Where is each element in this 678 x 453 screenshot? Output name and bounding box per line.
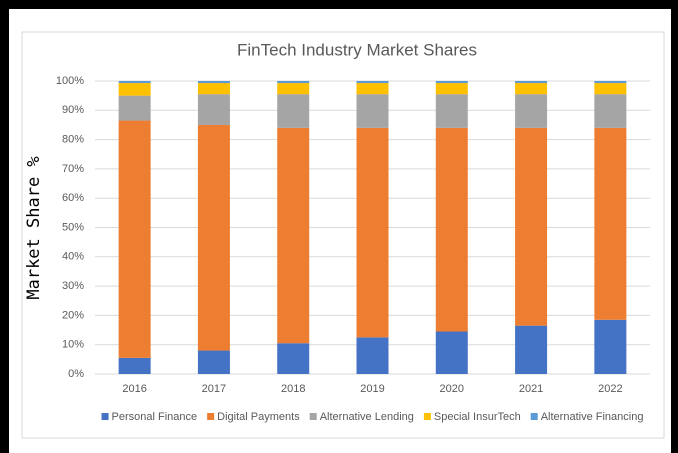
bar-segment	[197, 81, 230, 84]
bar-segment	[356, 83, 389, 95]
legend-swatch	[423, 413, 431, 420]
bar-segment	[515, 94, 548, 128]
bar-segment	[118, 95, 151, 121]
bar-segment	[435, 127, 468, 332]
bar-segment	[356, 127, 389, 338]
legend-swatch	[101, 413, 109, 420]
chart-border	[21, 31, 665, 439]
y-tick-label: 10%	[62, 339, 84, 351]
legend-swatch	[309, 413, 317, 420]
y-tick-label: 60%	[62, 192, 84, 204]
y-tick-label: 70%	[62, 163, 84, 175]
bar-segment	[435, 83, 468, 95]
bar-segment	[435, 94, 468, 128]
bar-segment	[197, 350, 230, 374]
y-tick-label: 80%	[62, 134, 84, 146]
bar-segment	[277, 127, 310, 344]
bar-segment	[118, 83, 151, 96]
bar-segment	[515, 127, 548, 326]
bar-segment	[435, 81, 468, 84]
bar-segment	[118, 357, 151, 374]
y-tick-label: 20%	[62, 309, 84, 321]
legend-label: Alternative Financing	[541, 411, 644, 423]
bar-segment	[594, 81, 627, 84]
y-axis-label: Market Share %	[24, 156, 44, 299]
x-tick-label: 2021	[519, 383, 543, 395]
legend-swatch	[530, 413, 538, 420]
x-tick-label: 2016	[122, 383, 146, 395]
bar-segment	[197, 94, 230, 125]
y-tick-label: 30%	[62, 280, 84, 292]
x-tick-label: 2018	[281, 383, 305, 395]
bar-segment	[197, 124, 230, 351]
bar-segment	[277, 94, 310, 128]
chart-title: FinTech Industry Market Shares	[237, 40, 477, 59]
bar-segment	[118, 81, 151, 84]
bar-segment	[594, 94, 627, 128]
bar-segment	[515, 81, 548, 84]
y-tick-label: 100%	[56, 75, 84, 87]
legend-label: Personal Finance	[112, 411, 198, 423]
y-tick-label: 50%	[62, 221, 84, 233]
bar-segment	[435, 331, 468, 374]
bar-segment	[594, 319, 627, 374]
legend-swatch	[207, 413, 215, 420]
bar-segment	[277, 83, 310, 95]
bar-segment	[515, 83, 548, 95]
bar-segment	[594, 127, 627, 320]
bar-segment	[118, 120, 151, 358]
x-tick-label: 2019	[360, 383, 384, 395]
legend-label: Digital Payments	[217, 411, 300, 423]
bar-segment	[356, 81, 389, 84]
bar-segment	[277, 81, 310, 84]
bar-segment	[594, 83, 627, 95]
y-tick-label: 0%	[68, 368, 84, 380]
x-tick-label: 2022	[598, 383, 622, 395]
x-tick-label: 2020	[440, 383, 464, 395]
bar-segment	[277, 343, 310, 374]
x-tick-label: 2017	[202, 383, 226, 395]
legend-label: Alternative Lending	[320, 411, 414, 423]
bar-segment	[515, 325, 548, 374]
legend-label: Special InsurTech	[434, 411, 521, 423]
bar-segment	[356, 337, 389, 374]
bar-segment	[356, 94, 389, 128]
bar-segment	[197, 83, 230, 95]
y-tick-label: 40%	[62, 251, 84, 263]
background	[9, 9, 671, 453]
y-tick-label: 90%	[62, 104, 84, 116]
